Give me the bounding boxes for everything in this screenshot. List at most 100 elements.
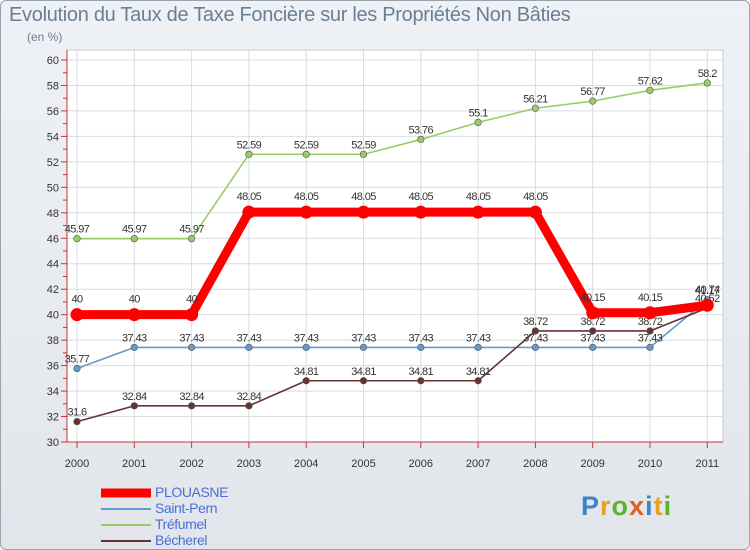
logo-letter: i — [663, 491, 673, 521]
data-label: 37.43 — [580, 332, 605, 344]
data-label: 35.77 — [65, 354, 90, 366]
x-tick-label: 2007 — [466, 458, 490, 470]
legend-swatch — [101, 540, 151, 542]
data-point — [531, 104, 540, 112]
data-point — [188, 235, 196, 243]
y-tick-label: 58 — [47, 80, 59, 92]
data-point — [188, 343, 196, 351]
legend-label: Tréfumel — [155, 516, 207, 532]
data-label: 40.15 — [638, 292, 663, 304]
data-label: 45.97 — [179, 224, 204, 236]
data-label: 56.77 — [580, 86, 605, 98]
data-label: 37.43 — [409, 332, 434, 344]
legend-item-bécherel: Bécherel — [101, 532, 301, 549]
data-point — [245, 150, 253, 158]
data-point — [242, 205, 256, 219]
data-point — [245, 343, 253, 351]
data-point — [589, 97, 597, 105]
legend-item-tréfumel: Tréfumel — [101, 516, 301, 533]
data-label: 58.2 — [698, 68, 717, 80]
data-label: 48.05 — [351, 191, 376, 203]
series-line-bécherel — [76, 307, 709, 423]
y-tick-label: 38 — [47, 335, 59, 347]
data-point — [185, 308, 199, 322]
y-tick-label: 30 — [47, 437, 59, 449]
data-point — [589, 327, 597, 335]
legend-label: Saint-Pern — [155, 500, 218, 516]
data-point — [70, 308, 84, 322]
x-tick-label: 2009 — [580, 458, 604, 470]
logo-letter: P — [581, 491, 601, 521]
logo-letter: x — [629, 491, 646, 521]
data-point — [130, 402, 138, 410]
legend: PLOUASNE Saint-Pern Tréfumel Bécherel — [101, 484, 301, 549]
axes: 30 32 34 36 38 40 42 44 46 48 50 52 54 56 58 60 2000 2001… — [47, 50, 723, 470]
data-point — [302, 343, 310, 351]
series-line-plouasne — [72, 207, 712, 320]
data-label: 37.43 — [638, 332, 663, 344]
data-point — [417, 343, 425, 351]
data-label: 48.05 — [237, 191, 262, 203]
data-point — [474, 343, 482, 351]
data-point — [589, 343, 597, 351]
x-tick-label: 2006 — [409, 458, 433, 470]
data-label: 40 — [186, 294, 198, 306]
x-tick-label: 2005 — [351, 458, 375, 470]
data-point — [73, 364, 81, 373]
data-label: 34.81 — [294, 366, 319, 378]
data-point — [646, 343, 654, 351]
x-tick-label: 2011 — [695, 458, 719, 470]
y-tick-label: 44 — [47, 259, 59, 271]
legend-item-plouasne: PLOUASNE — [101, 484, 301, 501]
data-point — [245, 402, 253, 410]
data-point — [302, 377, 310, 385]
data-label: 32.84 — [237, 391, 262, 403]
data-label: 37.43 — [294, 332, 319, 344]
data-label: 31.6 — [67, 407, 86, 419]
data-label: 45.97 — [122, 224, 147, 236]
data-point — [471, 205, 485, 219]
y-tick-label: 32 — [47, 412, 59, 424]
x-tick-label: 2004 — [294, 458, 318, 470]
data-point — [359, 150, 368, 158]
data-label: 32.84 — [122, 391, 147, 403]
data-point — [73, 235, 81, 243]
series-line-saint-pern — [76, 298, 709, 370]
x-tick-label: 2001 — [122, 458, 146, 470]
data-label: 48.05 — [523, 191, 548, 203]
y-tick-label: 34 — [47, 386, 59, 398]
data-label: 38.72 — [580, 316, 605, 328]
y-tick-label: 36 — [47, 361, 59, 373]
data-label: 41.17 — [695, 285, 720, 297]
data-label: 45.97 — [65, 224, 90, 236]
data-label: 48.05 — [409, 191, 434, 203]
data-label: 40 — [71, 294, 83, 306]
proxiti-logo: Proxiti — [581, 491, 672, 522]
series-line-tréfumel — [76, 82, 709, 240]
data-point — [417, 135, 425, 144]
data-point — [531, 327, 540, 335]
data-point — [417, 377, 425, 385]
data-point — [474, 118, 482, 126]
data-point — [531, 343, 540, 351]
data-point — [703, 79, 711, 87]
chart-title: Evolution du Taux de Taxe Foncière sur l… — [9, 4, 571, 26]
y-tick-label: 42 — [47, 284, 59, 296]
legend-swatch — [101, 508, 151, 510]
x-tick-label: 2002 — [179, 458, 203, 470]
y-tick-label: 54 — [47, 131, 59, 143]
y-tick-label: 48 — [47, 208, 59, 220]
data-label: 38.72 — [638, 316, 663, 328]
data-point — [299, 205, 313, 219]
logo-letter: t — [653, 491, 664, 521]
y-tick-label: 52 — [47, 157, 59, 169]
y-tick-label: 40 — [47, 310, 59, 322]
data-label: 37.43 — [122, 332, 147, 344]
data-label: 40.15 — [580, 292, 605, 304]
data-label: 38.72 — [523, 316, 548, 328]
x-tick-label: 2000 — [65, 458, 89, 470]
data-label: 34.81 — [409, 366, 434, 378]
legend-swatch — [101, 524, 151, 526]
data-label: 52.59 — [294, 139, 319, 151]
